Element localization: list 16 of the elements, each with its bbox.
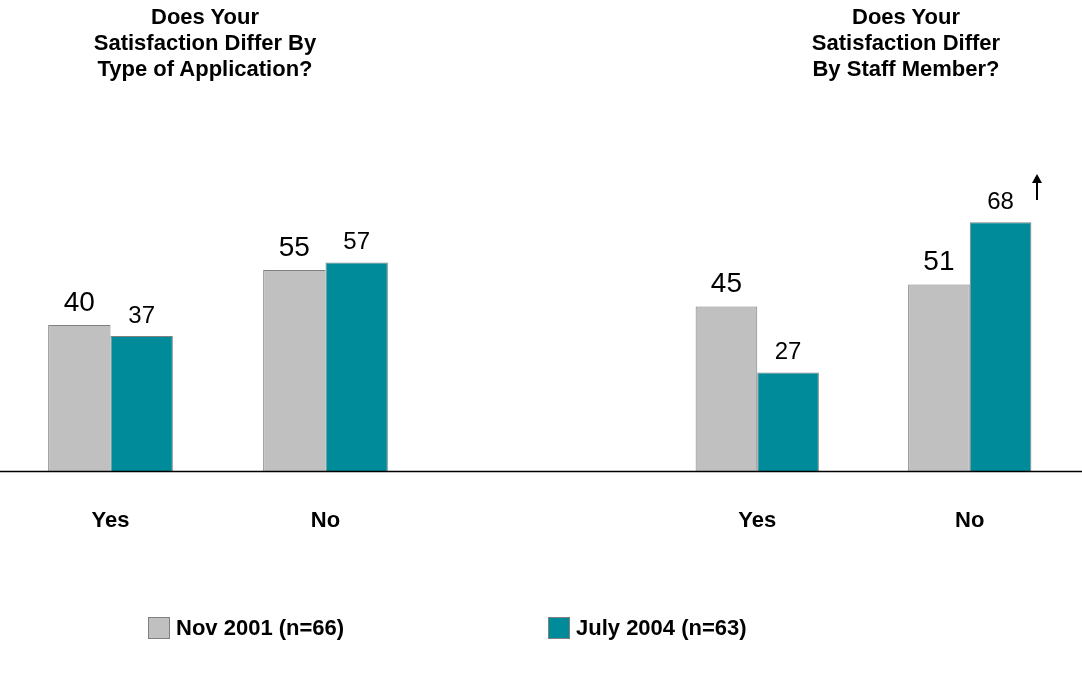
x-tick-label: Yes: [91, 506, 130, 532]
x-tick-label: No: [955, 506, 985, 532]
data-label: 68: [987, 186, 1014, 214]
data-label: 27: [774, 337, 802, 365]
legend-label: Nov 2001 (n=66): [176, 615, 345, 641]
data-label: 51: [923, 245, 955, 277]
data-label: 45: [710, 267, 743, 299]
data-label: 37: [128, 300, 156, 328]
x-tick-label: No: [310, 506, 341, 532]
x-tick-label: Yes: [738, 506, 777, 532]
data-label: 55: [278, 230, 310, 262]
chart-title: Does Your Satisfaction Differ By Staff Member?: [810, 4, 1002, 82]
data-label: 40: [63, 285, 95, 317]
chart-title: Does Your Satisfaction Differ By Type of Application?: [92, 4, 318, 82]
legend-label: July 2004 (n=63): [576, 615, 747, 641]
data-label: 57: [343, 227, 371, 255]
